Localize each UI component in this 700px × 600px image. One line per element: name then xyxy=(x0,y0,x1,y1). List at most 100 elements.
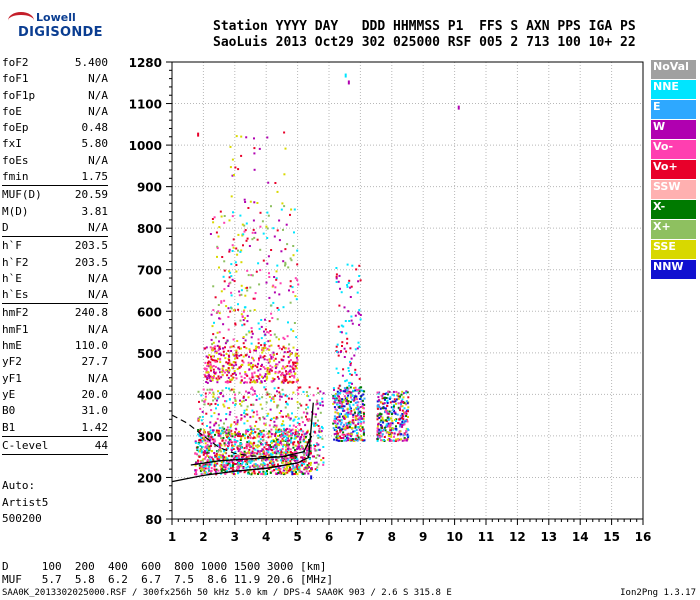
echo-point xyxy=(249,442,252,445)
echo-point xyxy=(387,390,390,393)
echo-point xyxy=(376,439,379,442)
echo-point xyxy=(308,457,311,460)
echo-point xyxy=(272,446,275,449)
echo-point xyxy=(260,443,263,446)
echo-point xyxy=(309,448,312,451)
echo-point xyxy=(339,401,342,404)
echo-point xyxy=(360,430,362,432)
echo-point xyxy=(253,137,255,140)
echo-point xyxy=(229,425,232,428)
echo-point xyxy=(214,336,217,339)
echo-point xyxy=(337,372,340,374)
echo-point xyxy=(219,352,222,355)
echo-point xyxy=(267,255,270,258)
echo-point xyxy=(358,345,361,348)
echo-point xyxy=(333,397,336,400)
echo-point xyxy=(199,469,202,472)
echo-point xyxy=(234,166,237,169)
echo-point xyxy=(265,451,268,454)
echo-point xyxy=(254,364,257,367)
echo-point xyxy=(264,459,267,462)
echo-point xyxy=(389,423,392,426)
echo-point xyxy=(349,364,352,367)
echo-point xyxy=(287,347,290,350)
echo-point xyxy=(395,402,397,405)
echo-point xyxy=(341,401,343,404)
echo-point xyxy=(292,470,295,473)
echo-point xyxy=(393,400,396,403)
echo-point xyxy=(401,414,404,417)
echo-point xyxy=(363,412,365,415)
echo-point xyxy=(300,456,303,459)
echo-point xyxy=(272,461,275,464)
echo-point xyxy=(358,418,361,421)
echo-point xyxy=(347,394,350,397)
echo-point xyxy=(260,450,263,452)
echo-point xyxy=(309,452,312,455)
echo-point xyxy=(213,444,216,447)
echo-point xyxy=(379,407,382,410)
echo-point xyxy=(252,364,254,367)
echo-point xyxy=(397,422,399,424)
echo-point xyxy=(277,308,280,311)
echo-point xyxy=(262,449,265,452)
echo-point xyxy=(283,451,285,454)
echo-point xyxy=(290,441,293,444)
echo-point xyxy=(195,469,198,472)
echo-point xyxy=(383,419,386,422)
echo-point xyxy=(213,465,216,468)
echo-point xyxy=(203,436,206,439)
param-separator xyxy=(2,236,108,238)
echo-point xyxy=(356,432,358,435)
echo-point xyxy=(305,391,308,394)
echo-point xyxy=(247,450,250,453)
echo-point xyxy=(345,350,348,353)
echo-point xyxy=(361,405,364,408)
echo-point xyxy=(363,397,366,400)
echo-point xyxy=(217,450,220,453)
echo-point xyxy=(232,345,235,348)
echo-point xyxy=(239,381,242,384)
echo-point xyxy=(266,358,269,361)
echo-point xyxy=(246,461,249,464)
echo-point xyxy=(405,430,408,433)
echo-point xyxy=(400,425,403,428)
param-name: h`E xyxy=(2,271,22,285)
echo-point xyxy=(203,368,206,370)
echo-point xyxy=(348,320,351,322)
echo-point xyxy=(382,406,385,409)
echo-point xyxy=(219,357,222,360)
echo-point xyxy=(270,439,273,442)
echo-point xyxy=(342,417,345,419)
echo-point xyxy=(405,427,408,430)
echo-point xyxy=(232,472,235,475)
echo-point xyxy=(349,373,352,375)
echo-point xyxy=(238,430,240,433)
echo-point xyxy=(225,456,228,459)
echo-point xyxy=(253,152,256,155)
echo-point xyxy=(227,376,230,379)
param-value: 20.59 xyxy=(74,188,108,202)
echo-point xyxy=(243,422,246,425)
echo-point xyxy=(233,370,236,373)
param-row: B1 1.42 xyxy=(2,420,108,436)
legend-entry: X- xyxy=(651,200,696,219)
echo-point xyxy=(197,390,200,393)
echo-point xyxy=(196,446,199,449)
echo-point xyxy=(219,442,222,445)
echo-point xyxy=(276,438,279,441)
param-name: h`F2 xyxy=(2,255,29,269)
echo-point xyxy=(299,441,302,444)
echo-point xyxy=(234,393,237,396)
echo-point xyxy=(400,400,403,403)
echo-point xyxy=(196,453,198,456)
echo-point xyxy=(197,442,200,445)
echo-point xyxy=(269,435,272,438)
echo-point xyxy=(258,435,261,438)
echo-point xyxy=(221,373,224,376)
echo-point xyxy=(317,434,320,437)
echo-point xyxy=(197,429,200,431)
echo-point xyxy=(277,430,280,433)
echo-point xyxy=(259,373,261,376)
echo-point xyxy=(268,461,271,464)
